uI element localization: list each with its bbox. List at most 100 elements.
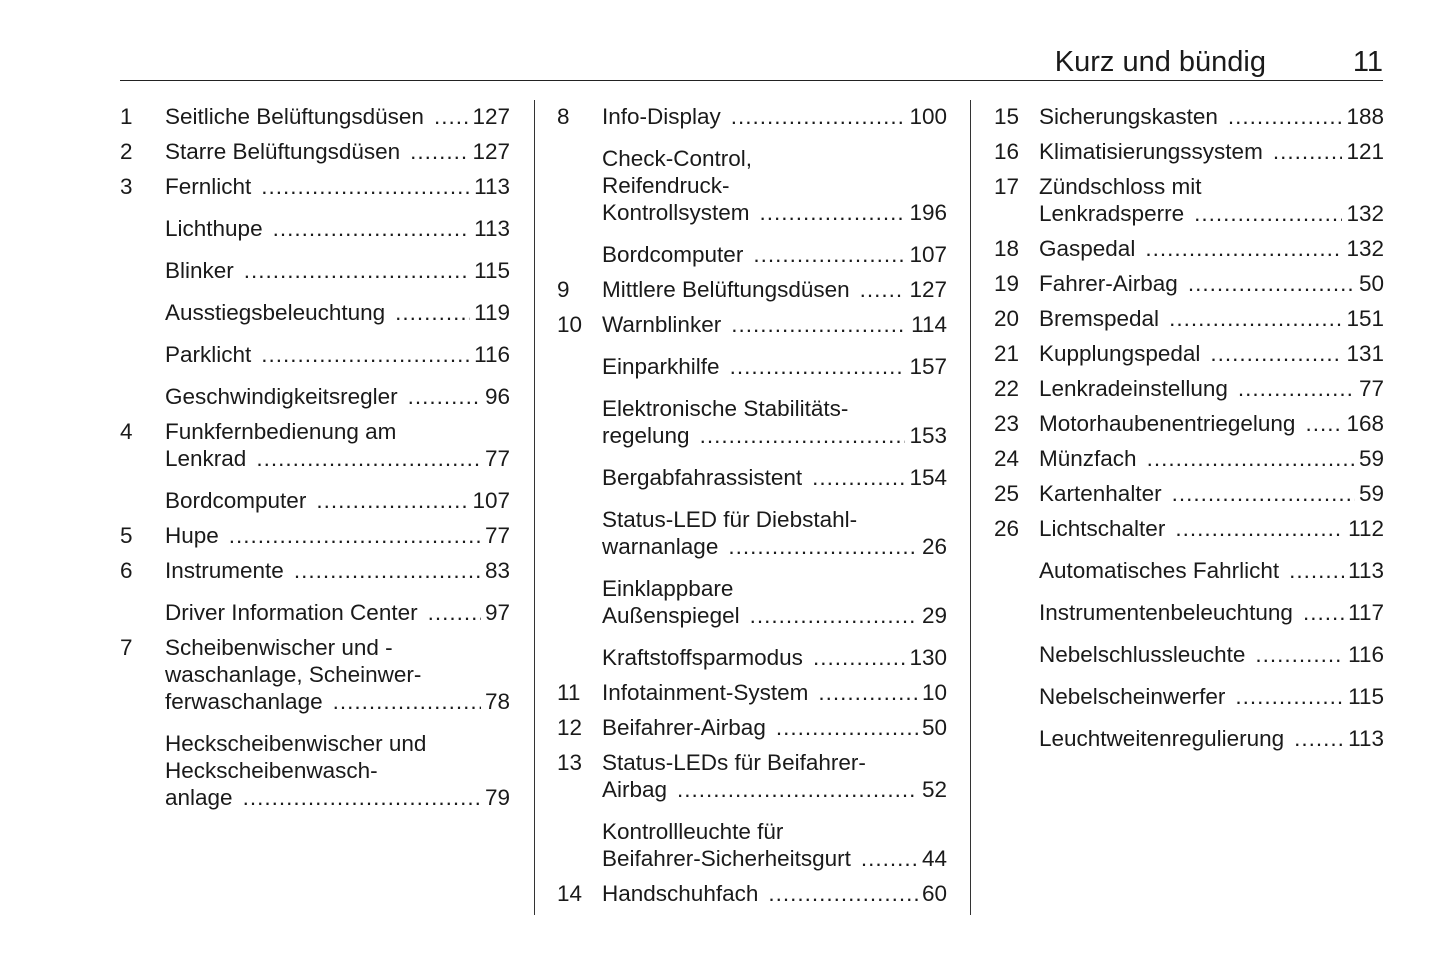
entry-text: Nebelschlussleuchte [1039,642,1246,667]
page-reference: 130 [909,645,947,670]
entry-text: Mittlere Belüftungsdüsen [602,277,850,302]
entry-text: Einparkhilfe [602,354,720,379]
entry-text: Info-Display [602,104,721,129]
entry-last-line: Airbag 52 [602,776,947,803]
page-reference: 131 [1346,341,1384,366]
index-entry: 3 Fernlicht 113 [120,173,510,200]
index-entry: 20 Bremspedal 151 [994,305,1384,332]
entry-last-line: Motorhaubenentriegelung 168 [1039,410,1384,437]
item-number: 19 [994,271,1020,296]
dot-leader [776,714,918,741]
entry-text: Bordcomputer [165,488,307,513]
dot-leader [768,880,918,907]
entry-last-line: Seitliche Belüftungsdüsen 127 [165,103,510,130]
entry-last-line: Ausstiegsbeleuchtung 119 [165,299,510,326]
entry-last-line: Bordcomputer 107 [165,487,510,514]
dot-leader [860,276,906,303]
entry-text: Driver Information Center [165,600,418,625]
item-number: 8 [557,104,570,129]
index-entry: 11 Infotainment-System 10 [557,679,947,706]
entry-text: Kupplungspedal [1039,341,1201,366]
entry-last-line: Info-Display 100 [602,103,947,130]
page-reference: 59 [1358,481,1384,506]
entry-last-line: ferwaschanlage 78 [165,688,510,715]
dot-leader [1172,480,1355,507]
page-reference: 127 [472,104,510,129]
entry-last-line: Gaspedal 132 [1039,235,1384,262]
page-reference: 115 [474,258,510,283]
entry-last-line: Beifahrer-Sicherheitsgurt 44 [602,845,947,872]
page-reference: 96 [484,384,510,409]
entry-text: Status-LEDs für Beifahrer- [602,750,866,775]
entry-text: Hupe [165,523,219,548]
index-entry: Bordcomputer 107 [120,487,510,514]
entry-text: Zündschloss mit [1039,174,1202,199]
index-column-1: 1 Seitliche Belüftungsdüsen 127 2 Starre Bel… [120,103,510,811]
page-reference: 77 [484,523,510,548]
entry-last-line: Nebelscheinwerfer 115 [1039,683,1384,710]
section-title: Kurz und bündig [1054,46,1266,78]
dot-leader [1238,375,1355,402]
index-column-3: 15 Sicherungskasten 188 16 Klimatisierungssy… [994,103,1384,752]
dot-leader [229,522,481,549]
index-entry: 13 Status-LEDs für Beifahrer-Airbag 52 [557,749,947,803]
entry-last-line: anlage 79 [165,784,510,811]
page-reference: 157 [909,354,947,379]
entry-text: Fahrer-Airbag [1039,271,1178,296]
item-number: 17 [994,174,1020,199]
entry-text: Kontrollsystem [602,200,750,225]
entry-text: Münzfach [1039,446,1137,471]
item-number: 1 [120,104,133,129]
entry-last-line: Fahrer-Airbag 50 [1039,270,1384,297]
index-entry: 6 Instrumente 83 [120,557,510,584]
index-entry: 22 Lenkradeinstellung 77 [994,375,1384,402]
entry-text: Bremspedal [1039,306,1160,331]
entry-text: Lichthupe [165,216,263,241]
entry-text: Starre Belüftungsdüsen [165,139,401,164]
entry-text: Blinker [165,258,234,283]
index-entry: Heckscheibenwischer und Heckscheibenwasch… [120,730,510,811]
page-reference: 107 [909,242,947,267]
entry-last-line: Bremspedal 151 [1039,305,1384,332]
dot-leader [750,602,918,629]
entry-text: Leuchtweitenregulierung [1039,726,1285,751]
index-entry: Nebelschlussleuchte 116 [994,641,1384,668]
page-reference: 116 [1348,642,1384,667]
entry-text: Außenspiegel [602,603,740,628]
item-number: 4 [120,419,133,444]
entry-last-line: Kontrollsystem 196 [602,199,947,226]
entry-last-line: Lenkrad 77 [165,445,510,472]
page-number: 11 [1352,46,1383,78]
index-entry: Ausstiegsbeleuchtung 119 [120,299,510,326]
entry-last-line: Instrumente 83 [165,557,510,584]
entry-text: Automatisches Fahrlicht [1039,558,1280,583]
page-reference: 52 [921,777,947,802]
entry-last-line: Warnblinker 114 [602,311,947,338]
item-number: 3 [120,174,133,199]
dot-leader [760,199,906,226]
page-reference: 151 [1346,306,1384,331]
entry-text: Kartenhalter [1039,481,1162,506]
index-entry: Nebelscheinwerfer 115 [994,683,1384,710]
dot-leader [1210,340,1342,367]
entry-text: ferwaschanlage [165,689,323,714]
index-entry: 19 Fahrer-Airbag 50 [994,270,1384,297]
dot-leader [410,138,468,165]
index-entry: 10 Warnblinker 114 [557,311,947,338]
entry-last-line: Lenkradsperre 132 [1039,200,1384,227]
page-reference: 77 [484,446,510,471]
page-reference: 116 [474,342,510,367]
index-entry: 9 Mittlere Belüftungsdüsen 127 [557,276,947,303]
page-reference: 79 [484,785,510,810]
index-entry: Leuchtweitenregulierung 113 [994,725,1384,752]
page-reference: 115 [1348,684,1384,709]
page-reference: 77 [1358,376,1384,401]
index-entry: 8 Info-Display 100 [557,103,947,130]
dot-leader [1294,725,1344,752]
entry-last-line: Klimatisierungssystem 121 [1039,138,1384,165]
entry-last-line: Lichtschalter 112 [1039,515,1384,542]
index-entry: 25 Kartenhalter 59 [994,480,1384,507]
entry-text: Instrumente [165,558,284,583]
page-reference: 127 [909,277,947,302]
